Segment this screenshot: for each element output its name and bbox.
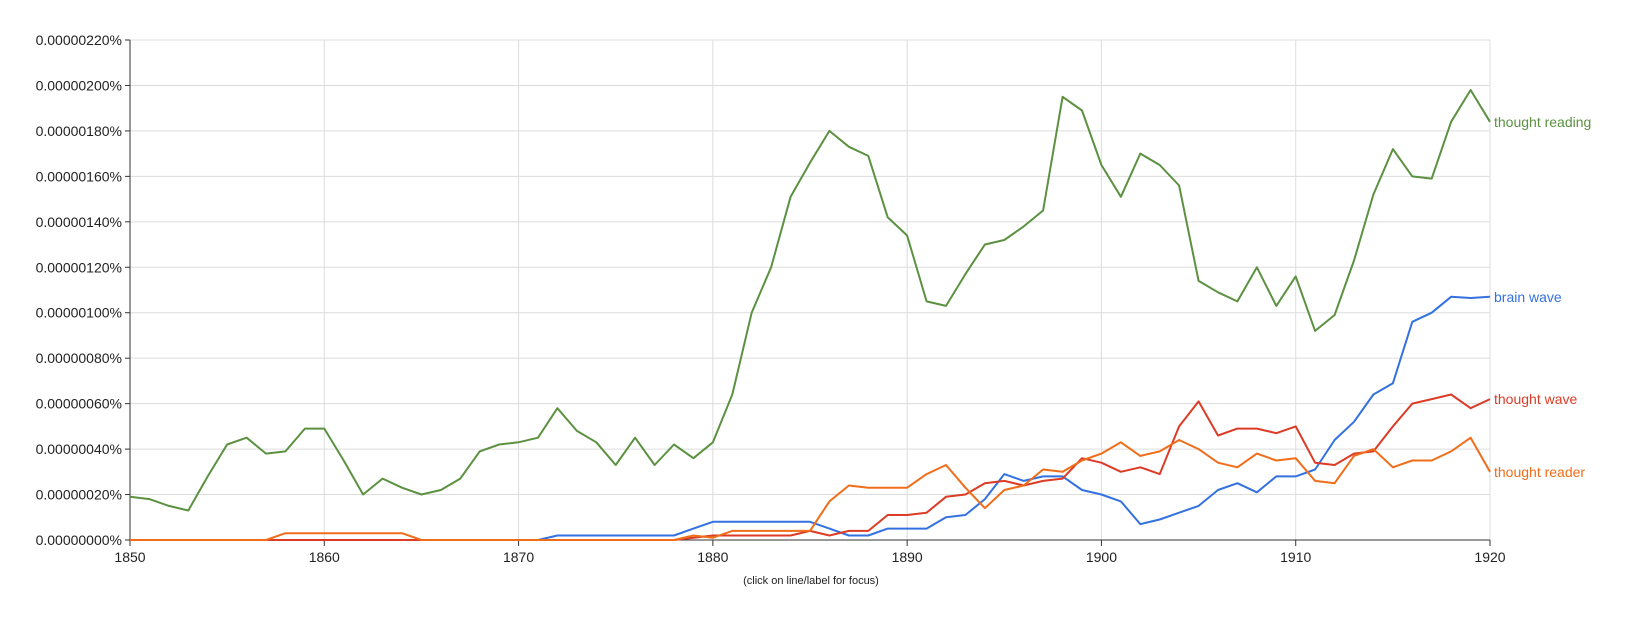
focus-hint-note: (click on line/label for focus) (743, 575, 879, 587)
y-tick-label: 0.00000100% (36, 305, 122, 321)
series-label-thought-reader[interactable]: thought reader (1494, 464, 1585, 480)
x-tick-label: 1920 (1474, 549, 1505, 565)
x-tick-label: 1860 (309, 549, 340, 565)
x-tick-label: 1880 (697, 549, 728, 565)
grid (130, 39, 1491, 540)
x-tick-label: 1900 (1086, 549, 1117, 565)
series-line-thought-reader[interactable] (130, 436, 1491, 541)
x-tick-label: 1910 (1280, 549, 1311, 565)
y-tick-label: 0.00000040% (36, 441, 122, 457)
axes: 0.00000000% 0.00000020% 0.00000040% 0.00000… (36, 32, 1506, 565)
x-tick-label: 1870 (503, 549, 534, 565)
y-tick-label: 0.00000120% (36, 259, 122, 275)
series-line-thought-reading[interactable] (129, 89, 1491, 512)
y-tick-label: 0.00000020% (36, 487, 122, 503)
y-tick-label: 0.00000080% (36, 350, 122, 366)
series-labels: thought reading brain wave thought wave tho… (1494, 114, 1591, 480)
series-lines (129, 89, 1491, 541)
series-label-brain-wave[interactable]: brain wave (1494, 289, 1562, 305)
y-tick-label: 0.00000000% (36, 532, 122, 548)
series-label-thought-reading[interactable]: thought reading (1494, 114, 1591, 130)
y-tick-label: 0.00000060% (36, 396, 122, 412)
series-line-thought-wave[interactable] (130, 393, 1491, 541)
x-tick-label: 1850 (114, 549, 145, 565)
series-label-thought-wave[interactable]: thought wave (1494, 391, 1577, 407)
y-tick-label: 0.00000180% (36, 123, 122, 139)
y-tick-label: 0.00000220% (36, 32, 122, 48)
y-tick-label: 0.00000160% (36, 168, 122, 184)
x-tick-label: 1890 (892, 549, 923, 565)
y-tick-label: 0.00000140% (36, 214, 122, 230)
y-tick-label: 0.00000200% (36, 77, 122, 93)
series-line-brain-wave[interactable] (130, 295, 1491, 541)
